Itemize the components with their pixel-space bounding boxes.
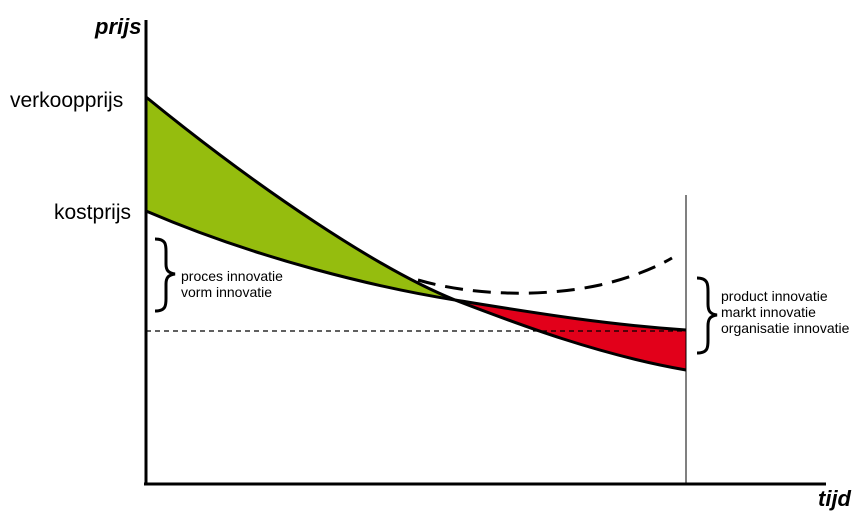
right-note-line: product innovatie <box>721 288 828 304</box>
right-note: product innovatie markt innovatie organi… <box>721 288 849 336</box>
left-note-line: proces innovatie <box>181 268 283 284</box>
left-note-line: vorm innovatie <box>181 284 273 300</box>
right-brace <box>696 276 718 355</box>
cost-price-curve <box>145 209 687 332</box>
x-axis-title: tijd <box>818 486 851 511</box>
negative-margin-area <box>455 300 686 370</box>
selling-price-curve <box>145 95 687 372</box>
alternative-cost-curve <box>417 256 673 295</box>
left-brace <box>154 237 176 313</box>
y-axis-title: prijs <box>95 14 142 39</box>
cost-price-label: kostprijs <box>54 201 132 224</box>
selling-price-label: verkoopprijs <box>10 89 124 112</box>
left-note: proces innovatie vorm innovatie <box>181 268 283 300</box>
positive-margin-area <box>146 97 455 300</box>
right-note-line: markt innovatie <box>721 304 816 320</box>
right-note-line: organisatie innovatie <box>721 320 850 336</box>
